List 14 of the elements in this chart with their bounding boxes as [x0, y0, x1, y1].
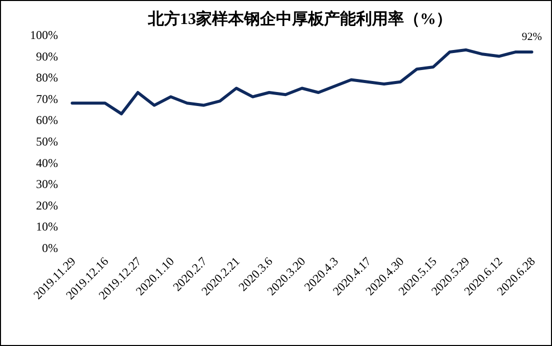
y-tick-label: 30% [36, 177, 58, 192]
y-tick-label: 80% [36, 70, 58, 85]
chart-title: 北方13家样本钢企中厚板产能利用率（%） [147, 9, 452, 28]
y-tick-label: 100% [30, 28, 58, 42]
line-series [70, 48, 534, 116]
y-tick-label: 90% [36, 49, 58, 64]
y-tick-label: 10% [36, 220, 58, 234]
y-tick-label: 0% [42, 241, 58, 255]
y-tick-label: 70% [36, 92, 58, 106]
y-tick-label: 20% [36, 198, 58, 212]
y-tick-label: 50% [36, 134, 58, 148]
data-label: 92% [522, 31, 542, 44]
y-tick-label: 40% [36, 156, 58, 170]
y-tick-label: 60% [36, 113, 58, 128]
